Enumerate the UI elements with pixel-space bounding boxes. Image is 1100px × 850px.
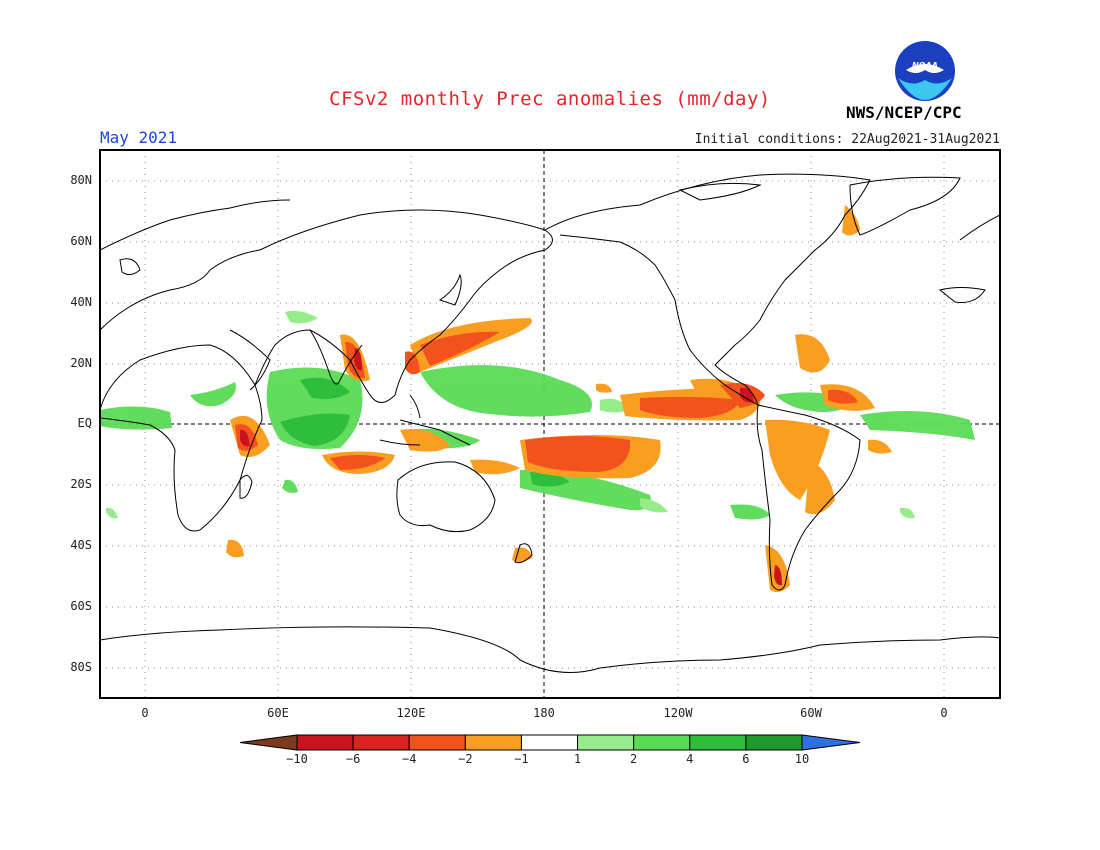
- colorbar: [239, 734, 861, 751]
- colorbar-tick-label: 2: [630, 752, 638, 766]
- longitude-label: 0: [141, 706, 149, 720]
- longitude-label: 0: [940, 706, 948, 720]
- colorbar-tick-label: 1: [573, 752, 582, 766]
- colorbar-tick-label: 4: [686, 752, 694, 766]
- colorbar-segment: [464, 734, 522, 751]
- latitude-label: 40S: [70, 538, 92, 552]
- longitude-label: 180: [533, 706, 555, 720]
- svg-text:NOAA: NOAA: [912, 61, 938, 70]
- colorbar-segment: [633, 734, 691, 751]
- coastlines: [100, 173, 1000, 673]
- colorbar-tick-label: −10: [286, 752, 308, 766]
- longitude-label: 60W: [800, 706, 822, 720]
- longitude-label: 120W: [663, 706, 693, 720]
- colorbar-segment: [520, 734, 579, 751]
- colorbar-max-arrow: [801, 734, 861, 751]
- colorbar-segment: [577, 734, 635, 751]
- latitude-label: EQ: [77, 416, 92, 430]
- latitude-label: 40N: [70, 295, 92, 309]
- colorbar-tick-label: −6: [345, 752, 361, 766]
- colorbar-segment: [745, 734, 803, 751]
- colorbar-segment: [296, 734, 354, 751]
- colorbar-tick-label: 6: [742, 752, 750, 766]
- colorbar-segment: [352, 734, 410, 751]
- map-plot-area: [100, 150, 1000, 698]
- longitude-label: 60E: [267, 706, 289, 720]
- latitude-label: 20N: [70, 356, 92, 370]
- colorbar-segment: [408, 734, 466, 751]
- agency-label: NWS/NCEP/CPC: [846, 103, 962, 122]
- colorbar-tick-label: −2: [458, 752, 473, 766]
- initial-conditions-label: Initial conditions: 22Aug2021-31Aug2021: [694, 132, 1000, 147]
- noaa-logo-icon: NOAA: [895, 41, 955, 101]
- latitude-label: 20S: [70, 477, 92, 491]
- chart-title: CFSv2 monthly Prec anomalies (mm/day): [329, 88, 771, 110]
- latitude-label: 60N: [70, 234, 92, 248]
- map-frame: [99, 149, 1001, 699]
- latitude-label: 60S: [70, 599, 92, 613]
- latitude-label: 80S: [70, 660, 92, 674]
- longitude-label: 120E: [396, 706, 426, 720]
- target-month-label: May 2021: [100, 128, 178, 147]
- colorbar-tick-label: −1: [514, 752, 529, 766]
- colorbar-min-arrow: [239, 734, 298, 751]
- latitude-label: 80N: [70, 173, 92, 187]
- colorbar-tick-label: −4: [401, 752, 417, 766]
- precip-anomaly-shading: [100, 205, 975, 593]
- colorbar-segment: [689, 734, 747, 751]
- colorbar-tick-label: 10: [794, 752, 810, 766]
